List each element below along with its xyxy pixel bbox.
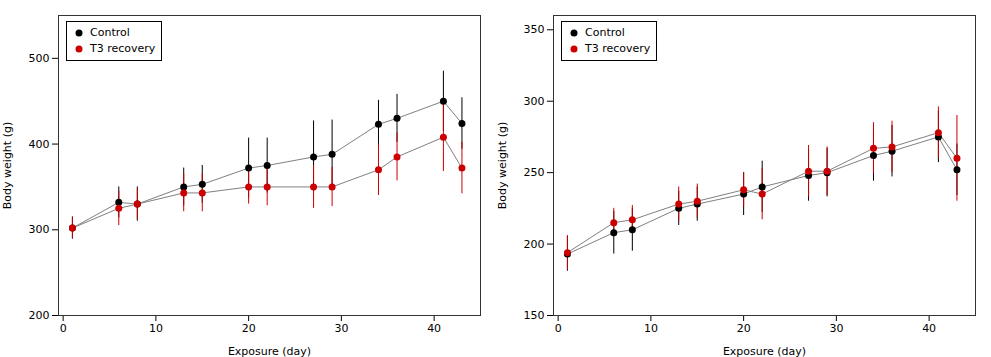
svg-text:150: 150 (524, 309, 545, 322)
svg-text:300: 300 (29, 223, 50, 236)
svg-text:Body weight (g): Body weight (g) (1, 122, 14, 209)
html-text:T3 recovery: T3 recovery (585, 42, 651, 55)
html-text:T3 recovery: T3 recovery (90, 42, 156, 55)
svg-text:10: 10 (149, 322, 163, 335)
svg-text:400: 400 (29, 138, 50, 151)
svg-text:250: 250 (524, 166, 545, 179)
svg-text:200: 200 (524, 238, 545, 251)
svg-text:30: 30 (829, 322, 843, 335)
svg-text:10: 10 (644, 322, 658, 335)
svg-text:Body weight (g): Body weight (g) (496, 122, 509, 209)
svg-text:20: 20 (242, 322, 256, 335)
html-text:Control: Control (90, 26, 130, 39)
svg-text:0: 0 (60, 322, 67, 335)
svg-text:40: 40 (427, 322, 441, 335)
svg-text:40: 40 (922, 322, 936, 335)
svg-text:20: 20 (737, 322, 751, 335)
svg-text:0: 0 (555, 322, 562, 335)
html-text:Control: Control (585, 26, 625, 39)
svg-text:Exposure (day): Exposure (day) (723, 345, 806, 357)
svg-text:200: 200 (29, 309, 50, 322)
svg-text:30: 30 (334, 322, 348, 335)
svg-text:500: 500 (29, 52, 50, 65)
svg-text:300: 300 (524, 95, 545, 108)
svg-text:Exposure (day): Exposure (day) (228, 345, 311, 357)
svg-text:350: 350 (524, 23, 545, 36)
